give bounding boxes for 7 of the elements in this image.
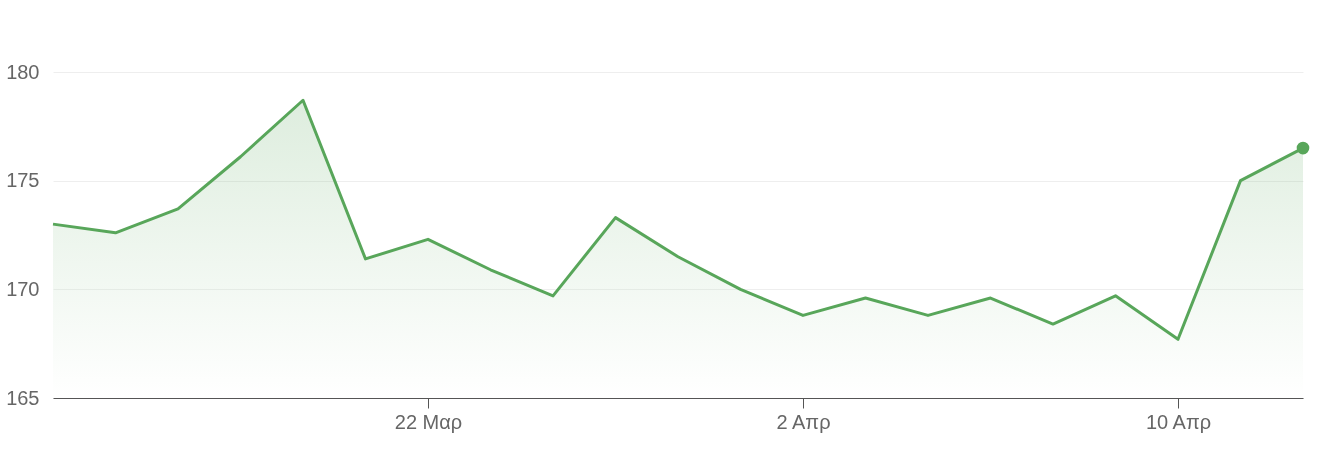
x-tick-label: 2 Απρ [776, 410, 831, 433]
y-tick-label: 165 [6, 386, 40, 409]
y-tick-label: 180 [6, 60, 40, 83]
x-tick-label: 10 Απρ [1145, 410, 1212, 433]
x-tick-label: 22 Μαρ [394, 410, 463, 433]
y-tick-label: 170 [6, 277, 40, 300]
y-tick-label: 175 [6, 169, 40, 192]
